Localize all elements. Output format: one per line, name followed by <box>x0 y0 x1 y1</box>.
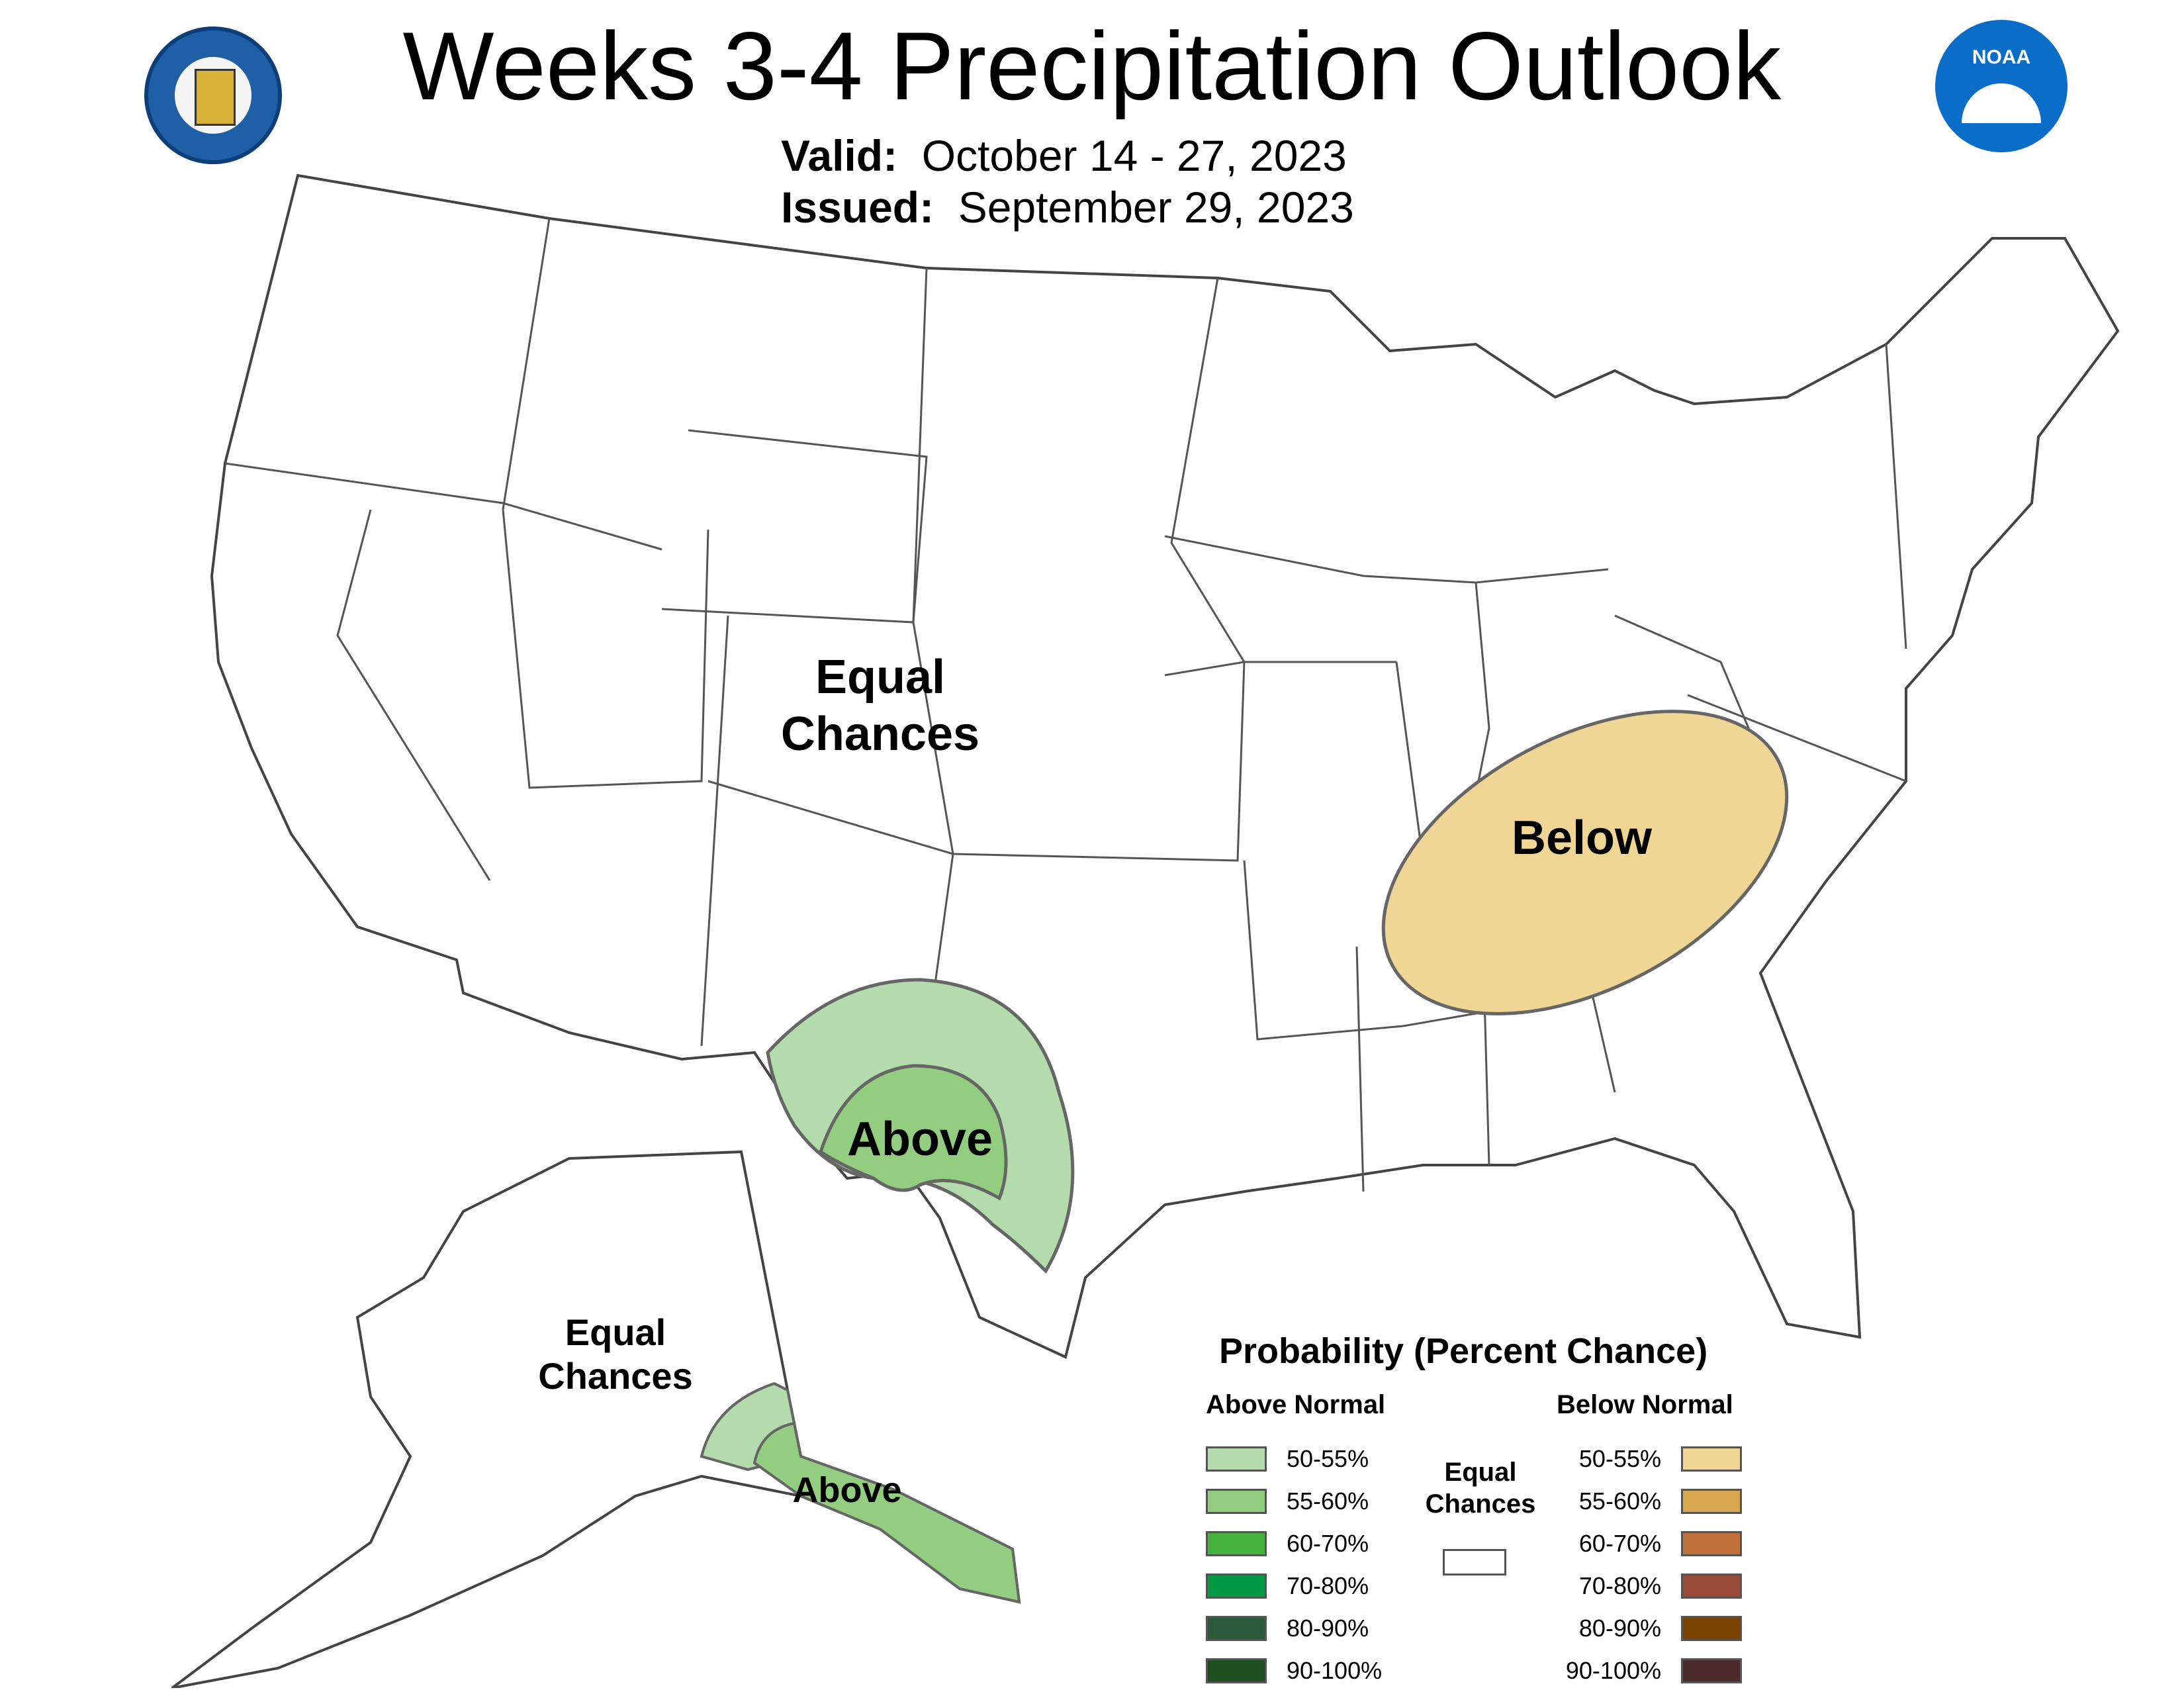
alaska-outline <box>171 1150 1021 1688</box>
legend-swatch <box>1681 1616 1742 1641</box>
valid-label: Valid: <box>781 131 898 180</box>
alaska-above-region-55-60 <box>752 1421 1021 1604</box>
legend-below-header: Below Normal <box>1557 1390 1733 1419</box>
legend-above-item: 60-70% <box>1206 1523 1382 1565</box>
legend-above-item: 50-55% <box>1206 1438 1382 1480</box>
above-normal-region-55-60 <box>819 1064 1008 1201</box>
map-title: Weeks 3-4 Precipitation Outlook <box>402 12 1782 120</box>
legend-swatch <box>1681 1658 1742 1683</box>
legend-swatch <box>1681 1489 1742 1514</box>
legend-above-item: 70-80% <box>1206 1565 1382 1607</box>
legend-swatch <box>1206 1658 1267 1683</box>
department-of-commerce-seal-icon <box>144 26 282 164</box>
legend-swatch <box>1681 1574 1742 1599</box>
legend-below-item: 50-55% <box>1562 1438 1742 1480</box>
legend-equal-chances: Equal Chances <box>1425 1458 1536 1519</box>
legend-below-item: 80-90% <box>1562 1607 1742 1650</box>
legend-swatch <box>1206 1531 1267 1556</box>
legend-swatch <box>1206 1574 1267 1599</box>
legend-above-item: 90-100% <box>1206 1650 1382 1692</box>
conus-below-label: Below <box>1511 812 1653 865</box>
legend-above-header: Above Normal <box>1206 1390 1386 1419</box>
legend-above-list: 50-55% 55-60% 60-70% 70-80% 80-90% 90-10… <box>1206 1438 1382 1692</box>
legend-swatch <box>1681 1531 1742 1556</box>
legend-above-item: 55-60% <box>1206 1480 1382 1523</box>
legend-below-item: 90-100% <box>1562 1650 1742 1692</box>
legend-equal-swatch <box>1443 1549 1506 1575</box>
legend-below-item: 55-60% <box>1562 1480 1742 1523</box>
noaa-logo-text: NOAA <box>1972 46 2031 68</box>
legend-swatch <box>1206 1489 1267 1514</box>
legend-above-item: 80-90% <box>1206 1607 1382 1650</box>
conus-outline <box>210 173 2120 1359</box>
legend-swatch <box>1206 1446 1267 1472</box>
noaa-logo-icon: NOAA <box>1935 20 2068 152</box>
conus-above-label: Above <box>846 1113 993 1166</box>
valid-line: Valid: October 14 - 27, 2023 <box>781 130 1347 181</box>
legend-swatch <box>1206 1616 1267 1641</box>
issued-label: Issued: <box>781 183 934 232</box>
alaska-above-label: Above <box>792 1470 902 1510</box>
legend-below-list: 50-55% 55-60% 60-70% 70-80% 80-90% 90-10… <box>1562 1438 1742 1692</box>
legend-below-item: 60-70% <box>1562 1523 1742 1565</box>
legend-below-item: 70-80% <box>1562 1565 1742 1607</box>
issued-date: September 29, 2023 <box>958 183 1354 232</box>
alaska-equal-chances-label: Equal Chances <box>538 1311 693 1397</box>
issued-line: Issued: September 29, 2023 <box>781 181 1354 233</box>
below-normal-region <box>1381 710 1789 1015</box>
valid-date: October 14 - 27, 2023 <box>921 131 1347 180</box>
conus-equal-chances-label: Equal Chances <box>780 651 980 761</box>
legend-swatch <box>1681 1446 1742 1472</box>
legend-title: Probability (Percent Chance) <box>1219 1331 1708 1371</box>
